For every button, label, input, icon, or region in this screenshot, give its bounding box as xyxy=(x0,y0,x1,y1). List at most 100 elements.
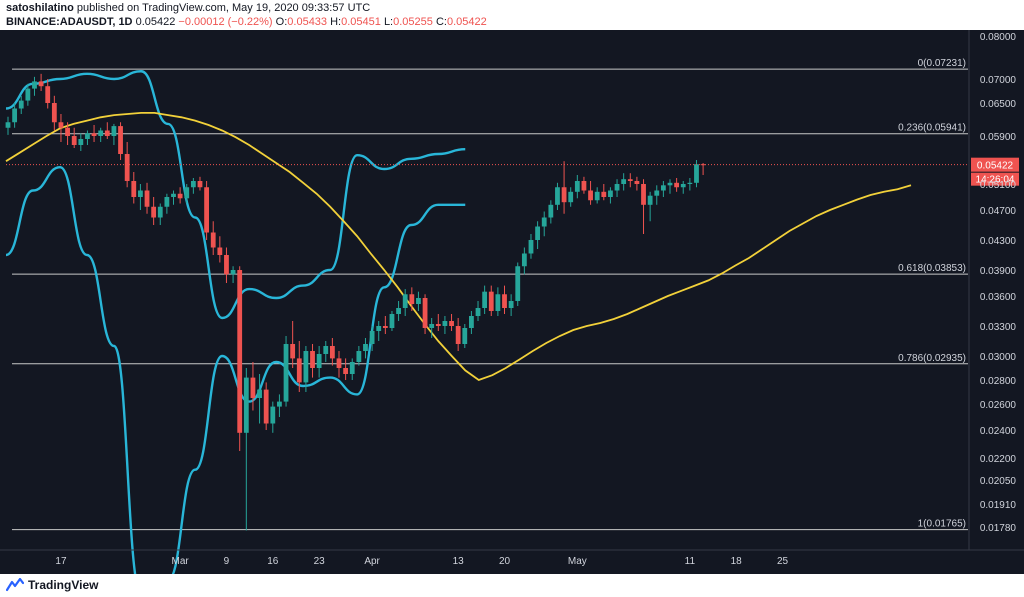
candle[interactable] xyxy=(310,344,315,378)
candle[interactable] xyxy=(435,314,441,331)
candle[interactable] xyxy=(660,181,666,197)
candle[interactable] xyxy=(561,161,567,214)
candle[interactable] xyxy=(654,185,660,205)
candle[interactable] xyxy=(204,181,209,240)
candle[interactable] xyxy=(502,285,507,314)
candle[interactable] xyxy=(416,291,421,311)
candle[interactable] xyxy=(343,358,349,380)
candle[interactable] xyxy=(674,178,680,192)
candle[interactable] xyxy=(18,95,24,114)
candle[interactable] xyxy=(65,122,70,145)
candle[interactable] xyxy=(356,346,362,366)
candle[interactable] xyxy=(581,176,587,194)
candle[interactable] xyxy=(283,336,289,407)
candle[interactable] xyxy=(429,318,435,338)
candle[interactable] xyxy=(38,73,44,91)
candle[interactable] xyxy=(91,125,97,142)
candle[interactable] xyxy=(363,338,368,359)
candle[interactable] xyxy=(131,172,137,204)
candle[interactable] xyxy=(329,338,335,366)
candle[interactable] xyxy=(171,190,176,205)
candle[interactable] xyxy=(469,311,474,334)
candle[interactable] xyxy=(647,191,653,222)
candle[interactable] xyxy=(396,301,401,321)
candle[interactable] xyxy=(58,114,64,142)
candle[interactable] xyxy=(230,266,236,283)
candle[interactable] xyxy=(608,187,613,204)
candle[interactable] xyxy=(32,76,37,96)
candle[interactable] xyxy=(455,318,461,351)
candle[interactable] xyxy=(422,294,428,334)
candle[interactable] xyxy=(197,176,203,191)
candle[interactable] xyxy=(402,289,408,316)
candle[interactable] xyxy=(495,287,501,316)
candle[interactable] xyxy=(277,394,282,417)
author-name[interactable]: satoshilatino xyxy=(6,2,74,14)
candle[interactable] xyxy=(336,351,342,378)
candle[interactable] xyxy=(382,316,388,334)
candle[interactable] xyxy=(5,116,11,135)
fib-retracement[interactable]: 0(0.07231) 0.236(0.05941) 0.618(0.03853) 0.… xyxy=(12,58,968,531)
candle[interactable] xyxy=(71,127,77,148)
candle[interactable] xyxy=(548,200,554,224)
candle[interactable] xyxy=(111,123,117,145)
candle[interactable] xyxy=(449,314,454,331)
candle[interactable] xyxy=(164,193,170,214)
candle[interactable] xyxy=(515,262,521,307)
candle[interactable] xyxy=(601,184,607,201)
candle[interactable] xyxy=(98,127,104,142)
candle[interactable] xyxy=(614,179,620,197)
candle[interactable] xyxy=(475,301,481,321)
candle[interactable] xyxy=(257,374,262,424)
candle[interactable] xyxy=(568,187,574,207)
candle[interactable] xyxy=(541,211,547,237)
candle[interactable] xyxy=(462,324,468,348)
candle[interactable] xyxy=(508,294,514,316)
candle[interactable] xyxy=(78,133,84,151)
candle[interactable] xyxy=(376,321,382,341)
candle[interactable] xyxy=(442,316,448,334)
candle[interactable] xyxy=(521,247,527,275)
candle[interactable] xyxy=(323,341,329,362)
candle[interactable] xyxy=(349,358,355,380)
candle[interactable] xyxy=(588,181,593,205)
candle[interactable] xyxy=(535,221,540,249)
candle[interactable] xyxy=(263,382,269,430)
tradingview-logo[interactable]: TradingView xyxy=(6,578,98,592)
candle[interactable] xyxy=(667,179,673,194)
candle[interactable] xyxy=(51,95,57,131)
candle[interactable] xyxy=(488,285,494,316)
time-axis[interactable]: 17 Mar 9 16 23 Apr 13 20 May 11 18 25 xyxy=(0,549,1024,567)
candle[interactable] xyxy=(45,79,51,109)
candle[interactable] xyxy=(210,221,216,255)
candle[interactable] xyxy=(296,341,302,392)
candle[interactable] xyxy=(12,103,18,128)
candle[interactable] xyxy=(409,287,415,311)
candle[interactable] xyxy=(138,184,143,210)
candle[interactable] xyxy=(555,182,560,210)
candle[interactable] xyxy=(124,142,130,188)
price-axis[interactable]: 0.08000 0.07000 0.06500 0.05900 0.05100 0.047… xyxy=(968,30,1016,550)
candle[interactable] xyxy=(250,362,256,411)
candle[interactable] xyxy=(700,163,706,175)
candle[interactable] xyxy=(118,122,123,160)
candle[interactable] xyxy=(157,203,163,226)
candle[interactable] xyxy=(574,175,580,199)
candle[interactable] xyxy=(224,247,229,284)
candle[interactable] xyxy=(270,401,276,433)
candle[interactable] xyxy=(621,173,627,191)
candle[interactable] xyxy=(634,176,640,191)
candle[interactable] xyxy=(177,187,183,204)
candle[interactable] xyxy=(290,321,296,368)
candle[interactable] xyxy=(184,184,190,204)
candle[interactable] xyxy=(641,179,646,234)
candle[interactable] xyxy=(482,285,488,314)
candle[interactable] xyxy=(687,178,693,191)
candles[interactable] xyxy=(5,73,706,531)
candle[interactable] xyxy=(144,182,150,214)
candle[interactable] xyxy=(369,326,375,351)
candle[interactable] xyxy=(243,368,249,531)
candle[interactable] xyxy=(316,346,322,378)
candle[interactable] xyxy=(104,122,110,139)
candle[interactable] xyxy=(151,197,157,225)
